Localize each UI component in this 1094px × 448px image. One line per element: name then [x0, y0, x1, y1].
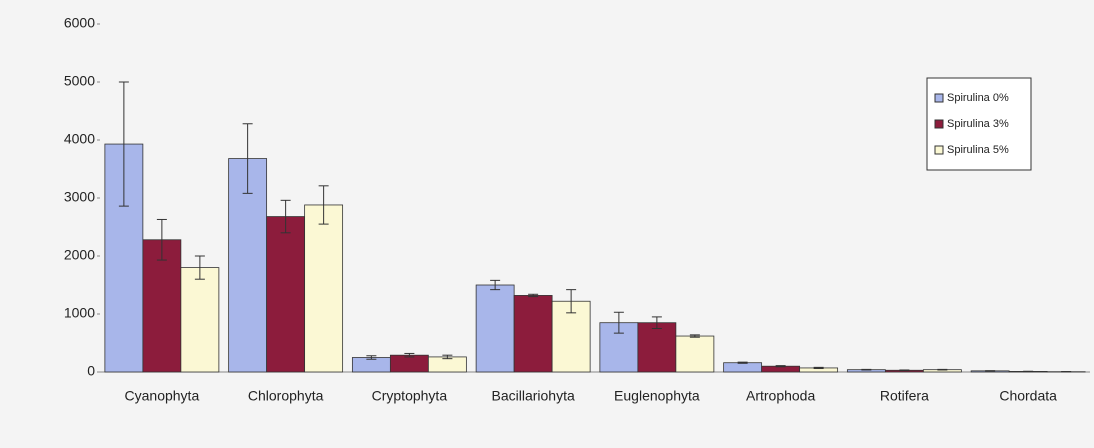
- error-bar: [156, 218, 167, 261]
- y-tick-label: 4000: [64, 131, 95, 147]
- y-tick-label: 6000: [64, 15, 95, 31]
- y-tick-label: 1000: [64, 305, 95, 321]
- x-tick-label: Bacillariohyta: [491, 388, 574, 404]
- error-bar: [775, 365, 786, 368]
- error-bar: [490, 279, 501, 291]
- bar: [475, 284, 515, 373]
- y-tick-label: 0: [87, 363, 95, 379]
- y-tick-label: 3000: [64, 189, 95, 205]
- error-bar: [937, 368, 948, 371]
- bar: [637, 322, 677, 373]
- error-bar: [689, 334, 700, 338]
- legend-swatch: [934, 145, 944, 155]
- bar: [389, 354, 429, 373]
- x-tick-label: Chlorophyta: [248, 388, 324, 404]
- bar: [675, 335, 715, 373]
- y-tick-label: 2000: [64, 247, 95, 263]
- bar: [266, 216, 306, 373]
- x-tick-label: Rotifera: [880, 388, 929, 404]
- bar: [723, 362, 763, 373]
- x-tick-label: Chordata: [999, 388, 1057, 404]
- legend-swatch: [934, 119, 944, 129]
- error-bar: [242, 123, 253, 194]
- legend-label: Spirulina 3%: [947, 118, 1009, 130]
- error-bar: [651, 316, 662, 329]
- error-bar: [861, 368, 872, 371]
- bar: [304, 204, 344, 373]
- x-tick-label: Artrophoda: [746, 388, 815, 404]
- x-tick-label: Cyanophyta: [125, 388, 200, 404]
- legend-box: [926, 77, 1032, 171]
- bar: [180, 267, 220, 373]
- error-bar: [442, 354, 453, 360]
- error-bar: [566, 289, 577, 314]
- error-bar: [318, 185, 329, 225]
- error-bar: [280, 199, 291, 234]
- error-bar: [813, 366, 824, 370]
- error-bar: [366, 355, 377, 360]
- error-bar: [613, 311, 624, 334]
- error-bar: [404, 352, 415, 358]
- bar: [513, 295, 553, 373]
- x-tick-label: Cryptophyta: [372, 388, 448, 404]
- error-bar: [899, 369, 910, 372]
- bar: [427, 356, 467, 373]
- bar: [142, 239, 182, 373]
- error-bar: [528, 293, 539, 298]
- legend-label: Spirulina 5%: [947, 144, 1009, 156]
- legend-label: Spirulina 0%: [947, 92, 1009, 104]
- error-bar: [118, 81, 129, 207]
- error-bar: [194, 255, 205, 280]
- error-bar: [737, 361, 748, 364]
- legend-swatch: [934, 93, 944, 103]
- x-tick-label: Euglenophyta: [614, 388, 700, 404]
- legend: Spirulina 0% Spirulina 3% Spirulina 5%: [926, 77, 1032, 171]
- bar: [228, 158, 268, 373]
- y-tick-label: 5000: [64, 73, 95, 89]
